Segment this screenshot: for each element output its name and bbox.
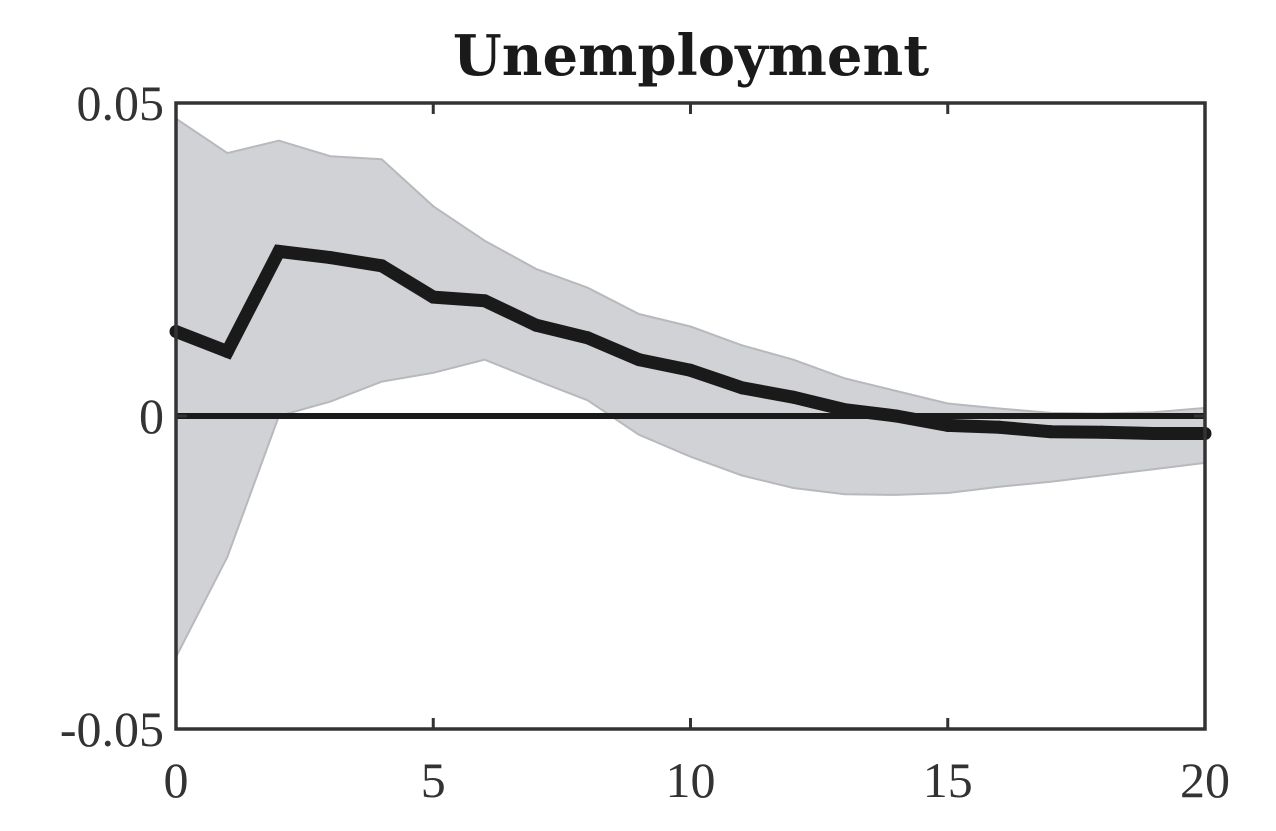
response-point-11 [735,381,749,395]
response-point-1 [220,345,234,359]
x-tick-label-5: 5 [421,752,446,808]
y-tick-label-0: -0.05 [60,701,164,757]
response-point-8 [581,331,595,345]
response-point-10 [684,363,697,377]
chart-title: Unemployment [453,23,929,89]
y-tick-label-2: 0.05 [77,75,165,131]
y-tick-label-1: 0 [139,388,164,444]
response-point-9 [632,353,646,367]
confidence-band [175,116,1206,658]
response-point-3 [323,251,337,265]
response-point-16 [992,420,1006,434]
response-point-13 [838,403,852,417]
response-point-5 [426,290,440,304]
response-point-4 [375,259,389,273]
response-point-17 [1044,425,1058,439]
x-tick-label-20: 20 [1180,752,1230,808]
response-point-12 [786,390,800,404]
x-axis-ticks: 0 5 10 15 20 [164,103,1230,808]
y-axis-ticks: -0.05 0 0.05 [60,75,1205,757]
x-tick-label-0: 0 [164,752,189,808]
x-tick-label-15: 15 [923,752,973,808]
response-point-2 [272,244,286,258]
response-point-19 [1147,427,1161,441]
plot-area [169,116,1212,658]
response-point-14 [889,409,903,423]
x-tick-label-10: 10 [666,752,716,808]
response-points [169,244,1212,441]
response-point-6 [478,294,492,308]
response-point-15 [941,418,955,432]
response-point-7 [529,318,543,332]
response-point-18 [1095,425,1109,439]
